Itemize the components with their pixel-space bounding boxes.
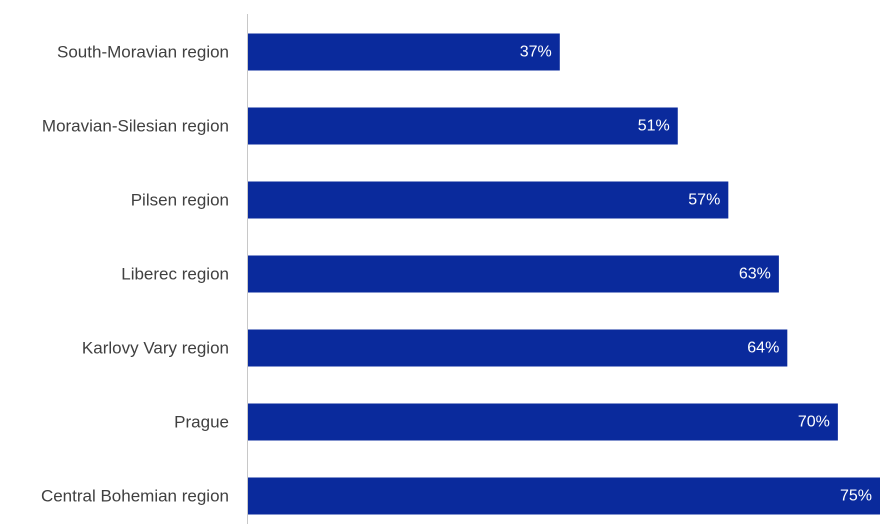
- category-label: South-Moravian region: [57, 43, 229, 62]
- category-label: Central Bohemian region: [41, 487, 229, 506]
- value-label: 51%: [638, 118, 670, 135]
- bar: [248, 329, 788, 367]
- bar: [248, 477, 880, 515]
- bar: [248, 33, 560, 71]
- category-labels: South-Moravian region Moravian-Silesian r…: [41, 43, 229, 506]
- value-label: 64%: [747, 340, 779, 357]
- value-label: 70%: [798, 414, 830, 431]
- bar: [248, 107, 678, 145]
- value-label: 57%: [688, 192, 720, 209]
- category-label: Moravian-Silesian region: [42, 117, 229, 136]
- bar: [248, 255, 779, 293]
- category-label: Liberec region: [121, 265, 229, 284]
- category-label: Karlovy Vary region: [82, 339, 229, 358]
- category-label: Pilsen region: [131, 191, 229, 210]
- value-label: 63%: [739, 266, 771, 283]
- bar: [248, 181, 729, 219]
- bar: [248, 403, 838, 441]
- category-label: Prague: [174, 413, 229, 432]
- value-label: 75%: [840, 488, 872, 505]
- value-labels: 37% 51% 57% 63% 64% 70% 75%: [520, 44, 872, 505]
- value-label: 37%: [520, 44, 552, 61]
- bars-group: [248, 33, 880, 515]
